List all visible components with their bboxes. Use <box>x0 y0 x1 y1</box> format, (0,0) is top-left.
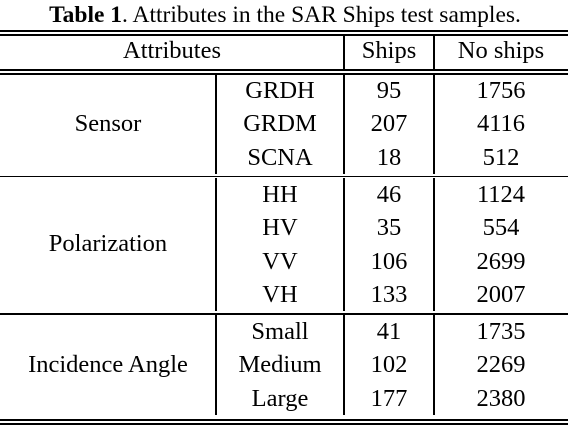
header-no-ships: No ships <box>457 37 545 64</box>
ships-cell: 46 <box>376 180 402 208</box>
top-rule <box>0 30 568 32</box>
column-divider <box>215 74 217 174</box>
group-rule <box>0 313 568 315</box>
column-divider <box>343 74 345 174</box>
column-divider <box>343 315 345 415</box>
no-ships-cell: 554 <box>482 214 520 242</box>
attribute-cell: VV <box>262 247 298 275</box>
table-caption-text: . Attributes in the SAR Ships test sampl… <box>122 2 521 28</box>
header-rule <box>0 69 568 71</box>
no-ships-cell: 512 <box>482 143 520 171</box>
column-divider <box>433 74 435 174</box>
ships-cell: 18 <box>376 143 402 171</box>
column-divider <box>433 315 435 415</box>
top-rule <box>0 34 568 36</box>
attribute-cell: VH <box>262 280 298 308</box>
column-divider <box>343 34 345 69</box>
bottom-rule <box>0 419 568 421</box>
attribute-cell: Large <box>251 384 309 412</box>
no-ships-cell: 1756 <box>476 77 526 104</box>
attribute-cell: HV <box>262 214 298 242</box>
column-divider <box>433 177 435 312</box>
ships-cell: 102 <box>370 351 408 379</box>
table-caption-label: Table 1 <box>49 2 123 28</box>
attribute-cell: SCNA <box>247 143 313 171</box>
no-ships-cell: 2380 <box>476 384 526 412</box>
column-divider <box>215 315 217 415</box>
header-rule <box>0 73 568 75</box>
column-divider <box>433 34 435 69</box>
no-ships-cell: 2007 <box>476 280 526 308</box>
ships-cell: 35 <box>376 214 402 242</box>
column-divider <box>215 177 217 312</box>
ships-cell: 133 <box>370 280 408 308</box>
ships-cell: 41 <box>376 318 402 346</box>
table-caption: Table 1. Attributes in the SAR Ships tes… <box>0 0 570 30</box>
ships-cell: 177 <box>370 384 408 412</box>
no-ships-cell: 2699 <box>476 247 526 275</box>
attribute-cell: GRDH <box>245 77 315 104</box>
column-divider <box>343 177 345 312</box>
attribute-cell: GRDM <box>243 110 317 138</box>
attribute-cell: HH <box>262 180 298 208</box>
ships-cell: 106 <box>370 247 408 275</box>
no-ships-cell: 2269 <box>476 351 526 379</box>
group-label: Incidence Angle <box>28 351 188 379</box>
ships-cell: 95 <box>376 77 402 104</box>
header-ships: Ships <box>361 37 417 64</box>
no-ships-cell: 1735 <box>476 318 526 346</box>
ships-cell: 207 <box>370 110 408 138</box>
no-ships-cell: 1124 <box>476 180 526 208</box>
group-rule <box>0 175 568 178</box>
group-label: Polarization <box>48 230 168 258</box>
no-ships-cell: 4116 <box>476 110 526 138</box>
group-label: Sensor <box>74 109 142 137</box>
header-attributes: Attributes <box>123 37 221 64</box>
attribute-cell: Medium <box>238 351 322 379</box>
attribute-cell: Small <box>251 318 309 346</box>
